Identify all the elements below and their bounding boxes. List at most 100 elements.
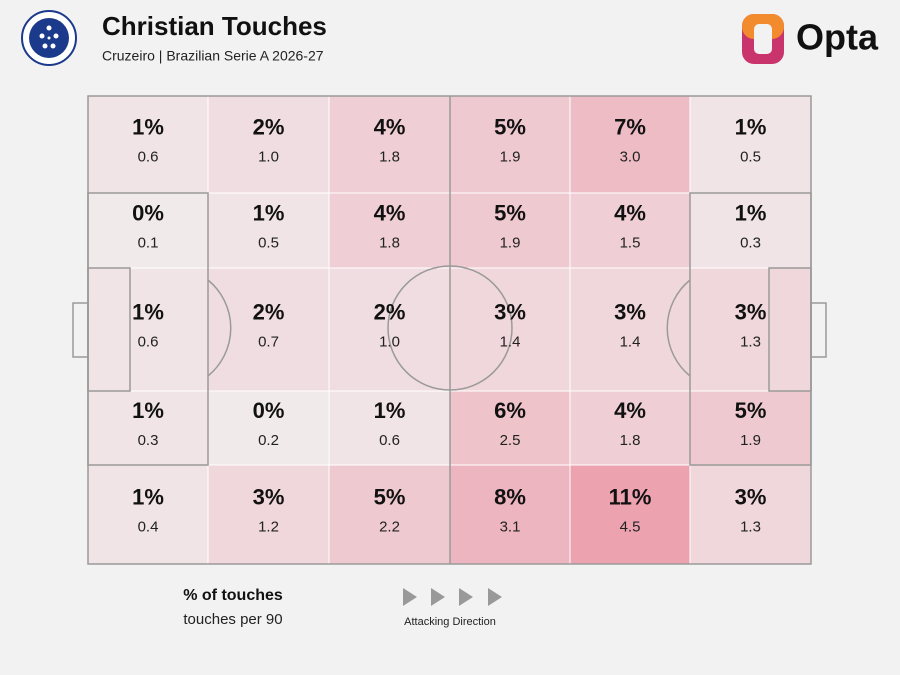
pitch-lines <box>72 95 827 565</box>
zone <box>328 390 451 466</box>
zone-percent: 2% <box>374 299 406 324</box>
zone-percent: 5% <box>735 398 767 423</box>
zone-percent: 3% <box>735 299 767 324</box>
zone <box>569 464 691 565</box>
zone <box>207 390 330 466</box>
zone-percent: 4% <box>374 200 406 225</box>
zone-per90: 1.0 <box>258 148 279 165</box>
zone-percent: 3% <box>735 484 767 509</box>
zone-percent: 1% <box>132 299 164 324</box>
zone-percent: 1% <box>132 484 164 509</box>
zone <box>207 95 330 194</box>
legend-title: % of touches <box>183 587 283 604</box>
zone-per90: 1.4 <box>500 333 521 350</box>
zone-per90: 2.2 <box>379 518 400 535</box>
zone-per90: 0.6 <box>379 432 400 449</box>
zone <box>87 390 209 466</box>
zone-percent: 6% <box>494 398 526 423</box>
zone-labels: 1% 0.6 2% 1.0 4% 1.8 5% 1.9 7% 3.0 1% 0.5 0% 0.1 1% 0.5… <box>132 114 766 535</box>
zone-percent: 1% <box>374 398 406 423</box>
zones <box>87 95 812 565</box>
zone-percent: 0% <box>253 398 285 423</box>
zone-per90: 1.4 <box>620 333 641 350</box>
zone-percent: 11% <box>609 484 652 509</box>
zone <box>569 192 691 269</box>
zone-per90: 0.1 <box>138 234 159 251</box>
zone <box>689 267 812 392</box>
zone-percent: 2% <box>253 114 285 139</box>
zone-percent: 3% <box>253 484 285 509</box>
crest <box>21 10 77 66</box>
zone <box>87 267 209 392</box>
zone-per90: 3.1 <box>500 518 521 535</box>
zone <box>569 390 691 466</box>
zone-percent: 2% <box>253 299 285 324</box>
zone-per90: 0.2 <box>258 432 279 449</box>
zone <box>207 267 330 392</box>
zone <box>689 192 812 269</box>
zone-percent: 0% <box>132 200 164 225</box>
zone <box>87 464 209 565</box>
zone-percent: 1% <box>735 114 767 139</box>
zone-percent: 3% <box>494 299 526 324</box>
zone-per90: 2.5 <box>500 432 521 449</box>
zone-per90: 1.0 <box>379 333 400 350</box>
zone-percent: 5% <box>374 484 406 509</box>
zone-percent: 5% <box>494 114 526 139</box>
direction-label: Attacking Direction <box>404 616 496 628</box>
zone <box>449 390 571 466</box>
zone-per90: 0.5 <box>740 148 761 165</box>
zone-percent: 4% <box>374 114 406 139</box>
zone-per90: 0.6 <box>138 148 159 165</box>
zone <box>689 464 812 565</box>
zone <box>449 192 571 269</box>
zone-per90: 1.8 <box>379 234 400 251</box>
zone-per90: 1.9 <box>740 432 761 449</box>
brand: Opta <box>796 17 879 58</box>
zone-percent: 1% <box>253 200 285 225</box>
zone-per90: 1.2 <box>258 518 279 535</box>
subtitle: Cruzeiro | Brazilian Serie A 2026-27 <box>102 48 324 64</box>
zone-per90: 0.4 <box>138 518 159 535</box>
zone-per90: 0.5 <box>258 234 279 251</box>
legend-subtitle: touches per 90 <box>183 611 282 628</box>
zone <box>449 464 571 565</box>
zone <box>328 192 451 269</box>
zone <box>207 464 330 565</box>
zone <box>328 267 451 392</box>
zone-per90: 0.3 <box>740 234 761 251</box>
zone <box>328 95 451 194</box>
zone-per90: 4.5 <box>620 518 641 535</box>
zone-per90: 1.5 <box>620 234 641 251</box>
zone-per90: 1.3 <box>740 518 761 535</box>
zone-percent: 1% <box>132 398 164 423</box>
title: Christian Touches <box>102 11 327 41</box>
zone-percent: 4% <box>614 398 646 423</box>
zone <box>689 95 812 194</box>
zone <box>328 464 451 565</box>
zone <box>87 95 209 194</box>
zone <box>87 192 209 269</box>
brand-logo: Opta <box>742 14 879 64</box>
direction-arrows <box>403 588 502 606</box>
zone-per90: 0.6 <box>138 333 159 350</box>
zone-per90: 3.0 <box>620 148 641 165</box>
zone <box>569 95 691 194</box>
zone-percent: 7% <box>614 114 646 139</box>
zone-per90: 0.7 <box>258 333 279 350</box>
zone <box>449 267 571 392</box>
zone-per90: 1.8 <box>379 148 400 165</box>
zone-percent: 3% <box>614 299 646 324</box>
zone-percent: 1% <box>735 200 767 225</box>
zone-percent: 4% <box>614 200 646 225</box>
zone-percent: 5% <box>494 200 526 225</box>
zone-per90: 1.3 <box>740 333 761 350</box>
zone-per90: 1.9 <box>500 234 521 251</box>
zone-per90: 0.3 <box>138 432 159 449</box>
zone <box>569 267 691 392</box>
zone <box>449 95 571 194</box>
zone-per90: 1.9 <box>500 148 521 165</box>
zone-percent: 1% <box>132 114 164 139</box>
zone <box>689 390 812 466</box>
